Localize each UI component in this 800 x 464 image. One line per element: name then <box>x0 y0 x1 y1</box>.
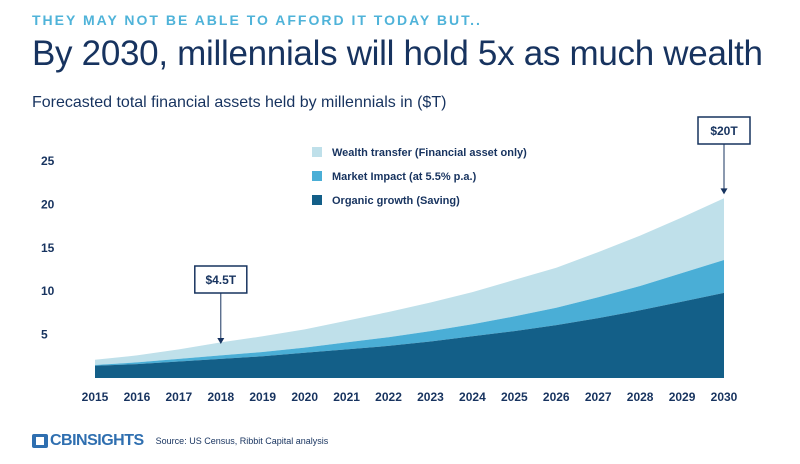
chart-kicker: THEY MAY NOT BE ABLE TO AFFORD IT TODAY … <box>32 12 482 28</box>
annotation-box <box>697 116 751 145</box>
y-tick-label: 20 <box>41 197 55 211</box>
cbinsights-logo-icon <box>32 434 48 448</box>
y-tick-label: 25 <box>41 154 55 168</box>
x-tick-label: 2026 <box>543 390 570 404</box>
cbinsights-logo: CBINSIGHTS <box>50 432 144 449</box>
legend-label: Market Impact (at 5.5% p.a.) <box>332 171 477 183</box>
y-tick-label: 10 <box>41 284 55 298</box>
x-tick-label: 2019 <box>249 390 276 404</box>
x-tick-label: 2024 <box>459 390 486 404</box>
x-tick-label: 2021 <box>333 390 360 404</box>
page-title: By 2030, millennials will hold 5x as muc… <box>32 34 763 73</box>
annotation-label: $4.5T <box>205 273 236 287</box>
x-tick-label: 2028 <box>627 390 654 404</box>
x-tick-label: 2030 <box>711 390 738 404</box>
annotation-box <box>194 265 248 294</box>
x-tick-label: 2025 <box>501 390 528 404</box>
x-tick-label: 2029 <box>669 390 696 404</box>
legend-swatch <box>312 195 322 205</box>
chart-subtitle: Forecasted total financial assets held b… <box>32 94 447 111</box>
annotation-arrowhead <box>720 188 728 195</box>
series-wealth-transfer-financial-asset-only-area <box>95 198 724 365</box>
x-tick-label: 2022 <box>375 390 402 404</box>
x-tick-label: 2016 <box>124 390 151 404</box>
series-market-impact-at-5-5-p-a-area <box>95 260 724 366</box>
legend-label: Organic growth (Saving) <box>332 195 460 207</box>
x-tick-label: 2017 <box>166 390 193 404</box>
x-tick-label: 2015 <box>82 390 109 404</box>
legend-swatch <box>312 147 322 157</box>
source-note: Source: US Census, Ribbit Capital analys… <box>155 436 329 446</box>
x-tick-label: 2023 <box>417 390 444 404</box>
x-tick-label: 2018 <box>207 390 234 404</box>
legend-swatch <box>312 171 322 181</box>
x-tick-label: 2020 <box>291 390 318 404</box>
annotation-label: $20T <box>710 124 738 138</box>
annotation-arrowhead <box>217 337 225 344</box>
y-tick-label: 15 <box>41 241 55 255</box>
y-tick-label: 5 <box>41 328 48 342</box>
footer: CBINSIGHTS Source: US Census, Ribbit Cap… <box>32 432 328 450</box>
legend-label: Wealth transfer (Financial asset only) <box>332 147 527 159</box>
x-tick-label: 2027 <box>585 390 612 404</box>
series-organic-growth-saving-area <box>95 292 724 378</box>
